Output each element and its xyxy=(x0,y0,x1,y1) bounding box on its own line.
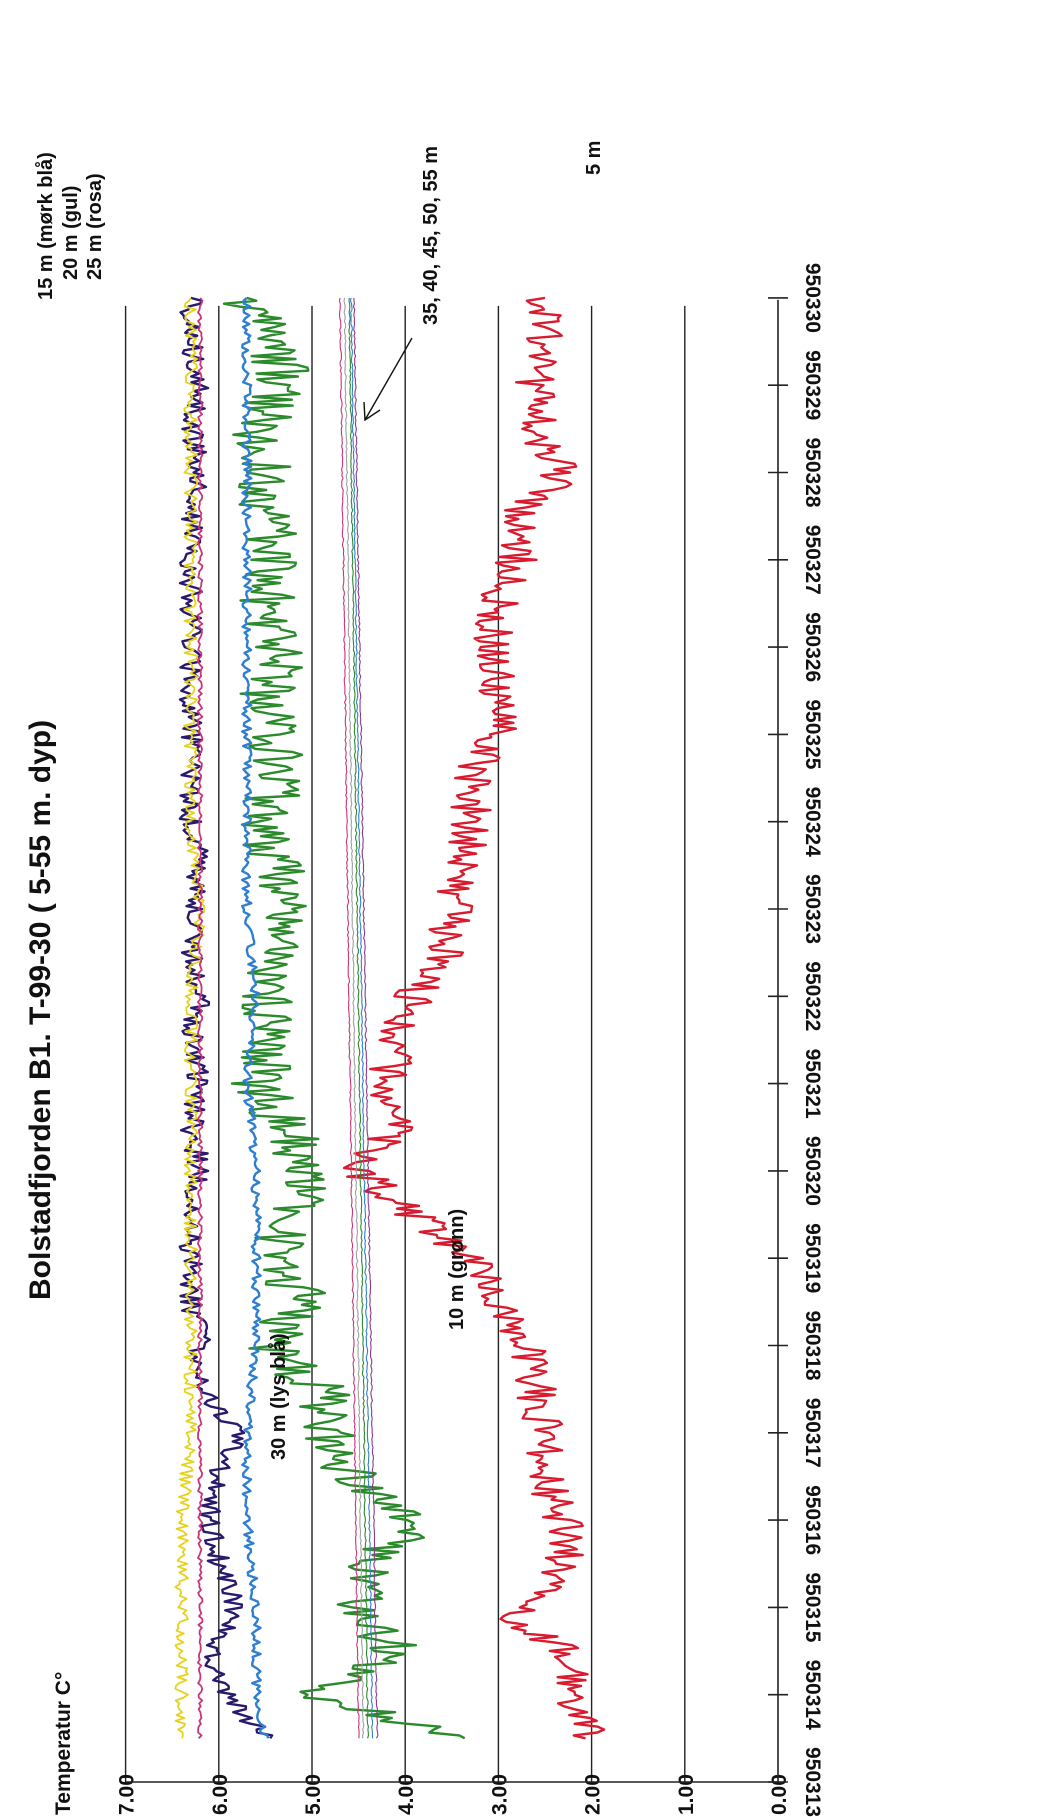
y-axis-title: Temperatur C° xyxy=(52,1672,75,1815)
tick-label-date: 950313 xyxy=(801,1747,824,1817)
tick-label-date: 950319 xyxy=(801,1223,824,1293)
series-line-35m xyxy=(338,297,360,1739)
tick-label-date: 950324 xyxy=(801,787,824,857)
tick-label-temp: 7.00 xyxy=(116,1774,139,1815)
annotation-5m: 5 m xyxy=(583,141,605,175)
annotation-deep: 35, 40, 45, 50, 55 m xyxy=(420,146,442,325)
chart-title: Bolstadfjorden B1. T-99-30 ( 5-55 m. dyp… xyxy=(24,720,57,1300)
annotation-10m: 10 m (grønn) xyxy=(446,1209,468,1330)
axes: 0.00 1.00 2.00 3.00 4.00 5.00 6.00 7.00 950313 95… xyxy=(116,263,824,1817)
series-line-30m xyxy=(240,297,270,1739)
tick-label-date: 950318 xyxy=(801,1310,824,1380)
tick-label-date: 950329 xyxy=(801,350,824,420)
series-line-25m xyxy=(196,297,204,1739)
tick-label-date: 950315 xyxy=(801,1572,824,1642)
tick-label-date: 950314 xyxy=(801,1660,824,1730)
tick-label-date: 950328 xyxy=(801,437,824,507)
tick-label-temp: 4.00 xyxy=(395,1774,418,1815)
grid-lines xyxy=(124,305,686,1782)
series-line-10m xyxy=(222,296,466,1740)
tick-label-date: 950316 xyxy=(801,1485,824,1555)
tick-label-date: 950325 xyxy=(801,699,824,769)
series-line-15m xyxy=(178,296,274,1739)
tick-label-temp: 0.00 xyxy=(768,1774,791,1815)
annotation-20m: 20 m (gul) xyxy=(60,186,82,280)
tick-label-temp: 1.00 xyxy=(675,1774,698,1815)
tick-label-date: 950326 xyxy=(801,612,824,682)
tick-label-date: 950321 xyxy=(801,1049,824,1119)
annotation-30m: 30 m (lys blå) xyxy=(267,1333,290,1460)
tick-label-date: 950327 xyxy=(801,525,824,595)
tick-label-date: 950330 xyxy=(801,263,824,333)
tick-label-temp: 6.00 xyxy=(209,1774,232,1815)
series-line-55m xyxy=(352,297,379,1739)
tick-label-date: 950322 xyxy=(801,961,824,1031)
series-line-5m xyxy=(342,296,606,1740)
tick-label-temp: 5.00 xyxy=(302,1774,325,1815)
tick-label-date: 950317 xyxy=(801,1398,824,1468)
series-line-20m xyxy=(174,297,206,1739)
annotation-25m: 25 m (rosa) xyxy=(84,173,106,280)
tick-label-date: 950320 xyxy=(801,1136,824,1206)
series-line-40m xyxy=(343,297,365,1739)
series-line-45m xyxy=(348,297,369,1739)
annotation-15m: 15 m (mørk blå) xyxy=(34,152,57,300)
tick-label-date: 950323 xyxy=(801,874,824,944)
data-series xyxy=(174,296,606,1740)
tick-label-temp: 2.00 xyxy=(582,1774,605,1815)
annotation-arrow-shaft xyxy=(364,337,413,421)
labels: Bolstadfjorden B1. T-99-30 ( 5-55 m. dyp… xyxy=(24,141,605,1815)
annotation-arrow-head xyxy=(363,401,381,422)
series-line-50m xyxy=(349,297,374,1739)
tick-label-temp: 3.00 xyxy=(488,1774,511,1815)
